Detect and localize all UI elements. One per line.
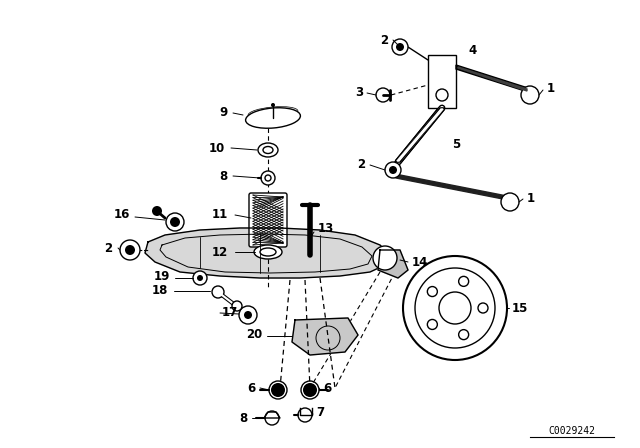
Text: 6: 6: [247, 382, 255, 395]
Text: 19: 19: [154, 271, 170, 284]
Text: 14: 14: [412, 255, 428, 268]
Polygon shape: [396, 108, 444, 162]
Ellipse shape: [254, 245, 282, 259]
Circle shape: [152, 206, 162, 216]
Text: 12: 12: [212, 246, 228, 258]
Circle shape: [459, 276, 468, 286]
Ellipse shape: [260, 248, 276, 256]
Circle shape: [415, 268, 495, 348]
Circle shape: [436, 89, 448, 101]
Circle shape: [376, 88, 390, 102]
Polygon shape: [397, 109, 443, 161]
Text: 2: 2: [357, 159, 365, 172]
Circle shape: [428, 287, 437, 297]
Text: 8: 8: [240, 412, 248, 425]
Ellipse shape: [246, 108, 300, 128]
Text: 16: 16: [114, 208, 130, 221]
Circle shape: [392, 39, 408, 55]
Polygon shape: [395, 174, 508, 200]
Polygon shape: [145, 228, 390, 278]
Circle shape: [265, 411, 279, 425]
Text: 20: 20: [246, 328, 262, 341]
Text: C0029242: C0029242: [548, 426, 595, 436]
Circle shape: [125, 245, 135, 255]
Text: 9: 9: [220, 107, 228, 120]
Text: 1: 1: [547, 82, 555, 95]
Circle shape: [193, 271, 207, 285]
Circle shape: [439, 292, 471, 324]
Text: 1: 1: [527, 191, 535, 204]
Circle shape: [232, 301, 242, 311]
Text: 5: 5: [452, 138, 460, 151]
Text: 17: 17: [222, 306, 238, 319]
Circle shape: [385, 162, 401, 178]
Circle shape: [271, 103, 275, 107]
Circle shape: [298, 408, 312, 422]
Text: 15: 15: [512, 302, 529, 314]
Circle shape: [303, 383, 317, 397]
Circle shape: [389, 166, 397, 174]
Polygon shape: [378, 250, 408, 278]
Text: 2: 2: [104, 241, 112, 254]
Text: 13: 13: [318, 221, 334, 234]
Circle shape: [521, 86, 539, 104]
Circle shape: [428, 319, 437, 329]
Text: 11: 11: [212, 208, 228, 221]
Circle shape: [244, 311, 252, 319]
Circle shape: [396, 43, 404, 51]
Circle shape: [261, 171, 275, 185]
FancyBboxPatch shape: [428, 55, 456, 108]
Circle shape: [239, 306, 257, 324]
Circle shape: [166, 213, 184, 231]
Circle shape: [373, 246, 397, 270]
Text: 6: 6: [323, 382, 332, 395]
Text: 2: 2: [380, 34, 388, 47]
Polygon shape: [458, 67, 527, 91]
Text: 8: 8: [220, 169, 228, 182]
Text: 18: 18: [152, 284, 168, 297]
Circle shape: [212, 286, 224, 298]
Circle shape: [403, 256, 507, 360]
Text: 4: 4: [468, 43, 476, 56]
Text: 3: 3: [355, 86, 363, 99]
Polygon shape: [292, 318, 358, 355]
Circle shape: [459, 330, 468, 340]
Text: 7: 7: [316, 406, 324, 419]
Circle shape: [501, 193, 519, 211]
Polygon shape: [456, 65, 528, 92]
Circle shape: [478, 303, 488, 313]
Circle shape: [265, 175, 271, 181]
Circle shape: [120, 240, 140, 260]
Circle shape: [271, 383, 285, 397]
Text: 10: 10: [209, 142, 225, 155]
Ellipse shape: [263, 146, 273, 154]
Ellipse shape: [248, 107, 298, 119]
Circle shape: [170, 217, 180, 227]
FancyBboxPatch shape: [249, 193, 287, 247]
Ellipse shape: [258, 143, 278, 157]
Circle shape: [197, 275, 203, 281]
